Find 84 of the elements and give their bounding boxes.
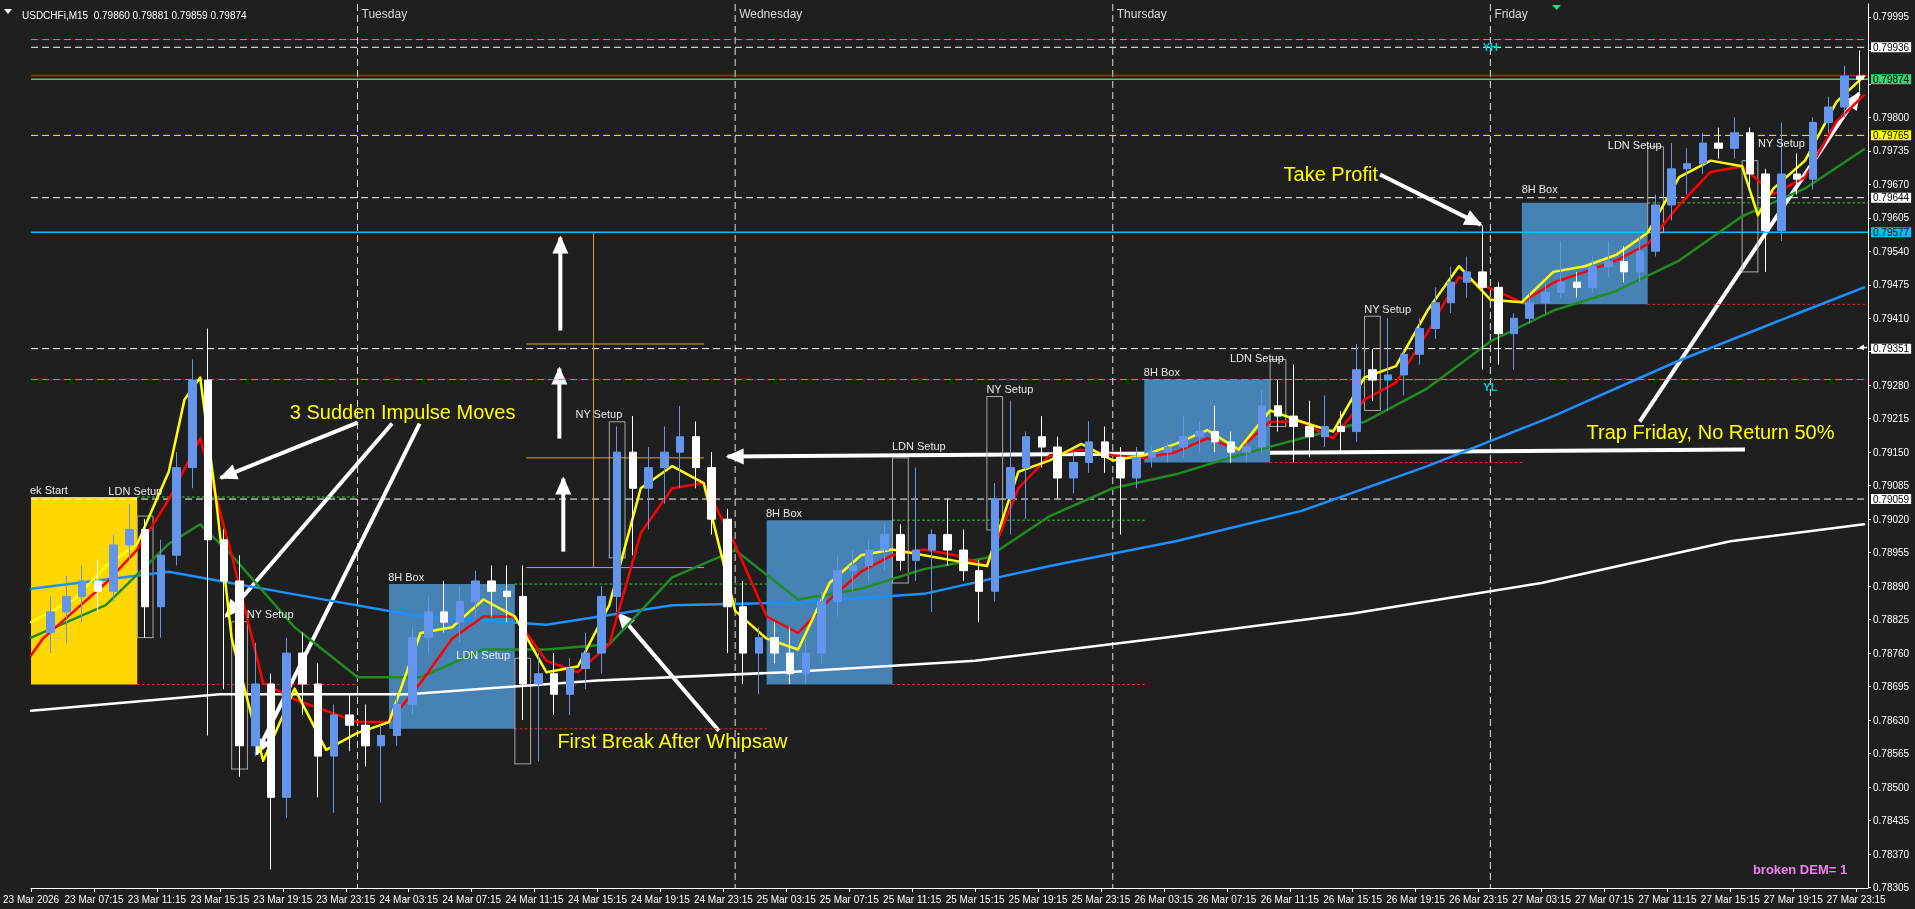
x-tick-label: 26 Mar 07:15: [1197, 893, 1257, 905]
annotation: YL: [1483, 381, 1498, 394]
x-tick-label: 25 Mar 11:15: [883, 893, 942, 905]
ref-line-label: 0.79874: [1873, 73, 1910, 85]
ref-line-label: 0.79059: [1873, 493, 1910, 505]
annotation: NY Setup: [1364, 302, 1412, 315]
x-tick-label: 26 Mar 11:15: [1260, 893, 1320, 905]
x-tick-label: 25 Mar 23:15: [1071, 893, 1131, 905]
annotation: NY Setup: [986, 383, 1034, 396]
y-tick-label: 0.79670: [1873, 178, 1910, 190]
y-tick-label: 0.78955: [1873, 547, 1910, 559]
annotation: NY Setup: [246, 608, 294, 621]
ref-line-label: 0.79765: [1873, 129, 1910, 141]
annotation: 8H Box: [765, 506, 803, 519]
y-tick-label: 0.79995: [1873, 11, 1910, 23]
x-tick-label: 23 Mar 19:15: [253, 893, 313, 905]
x-tick-label: 24 Mar 15:15: [568, 893, 628, 905]
y-tick-label: 0.78760: [1873, 647, 1910, 659]
y-tick-label: 0.78890: [1873, 580, 1910, 592]
ref-line-label: Tuesday: [361, 7, 408, 21]
y-tick-label: 0.78565: [1873, 748, 1910, 760]
ref-line-label: Wednesday: [739, 7, 803, 21]
x-tick-label: 23 Mar 07:15: [64, 893, 124, 905]
ref-line-label: Friday: [1494, 7, 1528, 21]
ref-line-label: 0.79577: [1873, 226, 1910, 238]
x-tick-label: 24 Mar 19:15: [630, 893, 691, 905]
y-tick-label: 0.78500: [1873, 781, 1910, 793]
annotation: 8H Box: [1521, 183, 1559, 196]
annotation: 3 Sudden Impulse Moves: [289, 400, 516, 423]
y-tick-label: 0.78695: [1873, 681, 1910, 693]
x-tick-label: 25 Mar 19:15: [1008, 893, 1068, 905]
x-tick-label: 26 Mar 15:15: [1323, 893, 1383, 905]
ref-line-label: Thursday: [1116, 7, 1167, 21]
x-tick-label: 27 Mar 15:15: [1700, 893, 1761, 905]
x-tick-label: 25 Mar 03:15: [756, 893, 817, 905]
x-tick-label: 24 Mar 07:15: [442, 893, 502, 905]
x-tick-label: 27 Mar 19:15: [1763, 893, 1824, 905]
y-tick-label: 0.78435: [1873, 815, 1910, 827]
text: USDCHFi,M15 0.79860 0.79881 0.79859 0.79874: [22, 9, 248, 21]
y-tick-label: 0.79605: [1873, 212, 1910, 224]
y-tick-label: 0.78825: [1873, 614, 1910, 626]
y-tick-label: 0.79800: [1873, 111, 1910, 123]
annotation: Take Profit: [1283, 163, 1379, 186]
y-tick-label: 0.79410: [1873, 312, 1910, 324]
y-tick-label: 0.79085: [1873, 480, 1910, 492]
x-tick-label: 27 Mar 11:15: [1638, 893, 1697, 905]
ref-line-label: 0.79936: [1873, 41, 1910, 53]
x-tick-label: 24 Mar 03:15: [379, 893, 439, 905]
x-tick-label: 27 Mar 07:15: [1574, 893, 1635, 905]
annotation: 8H Box: [388, 570, 425, 583]
y-tick-label: 0.79540: [1873, 245, 1910, 257]
x-tick-label: 27 Mar 23:15: [1826, 893, 1887, 905]
x-tick-label: 25 Mar 15:15: [945, 893, 1005, 905]
x-tick-label: 24 Mar 23:15: [693, 893, 754, 905]
ref-line-label: 0.79351: [1873, 343, 1910, 355]
annotation: LDN Setup: [1229, 351, 1284, 364]
annotation: Trap Friday, No Return 50%: [1586, 420, 1835, 443]
y-tick-label: 0.79020: [1873, 513, 1910, 525]
y-tick-label: 0.79475: [1873, 279, 1910, 291]
x-tick-label: 26 Mar 23:15: [1449, 893, 1509, 905]
x-tick-label: 27 Mar 03:15: [1512, 893, 1572, 905]
annotation: broken DEM= 1: [1752, 862, 1848, 878]
y-tick-label: 0.78370: [1873, 848, 1910, 860]
y-tick-label: 0.79280: [1873, 379, 1910, 391]
y-tick-label: 0.79735: [1873, 145, 1910, 157]
x-tick-label: 23 Mar 11:15: [127, 893, 187, 905]
ref-line-label: 0.79644: [1873, 192, 1910, 204]
x-tick-label: 24 Mar 11:15: [505, 893, 565, 905]
x-tick-label: 25 Mar 07:15: [819, 893, 880, 905]
y-tick-label: 0.78630: [1873, 714, 1910, 726]
x-tick-label: 23 Mar 23:15: [316, 893, 376, 905]
x-tick-label: 26 Mar 03:15: [1134, 893, 1194, 905]
y-tick-label: 0.79215: [1873, 413, 1910, 425]
x-tick-label: 23 Mar 15:15: [190, 893, 250, 905]
x-tick-label: 23 Mar 2026: [3, 893, 60, 905]
annotation: LDN Setup: [1607, 139, 1662, 152]
annotation: First Break After Whipsaw: [557, 729, 789, 752]
x-tick-label: 26 Mar 19:15: [1386, 893, 1446, 905]
annotation: ek Start: [30, 483, 68, 496]
annotation: LDN Setup: [891, 440, 946, 453]
annotation: 8H Box: [1143, 366, 1181, 379]
y-tick-label: 0.78305: [1873, 881, 1910, 893]
annotation: NY Setup: [575, 408, 623, 421]
y-tick-label: 0.79150: [1873, 446, 1910, 458]
